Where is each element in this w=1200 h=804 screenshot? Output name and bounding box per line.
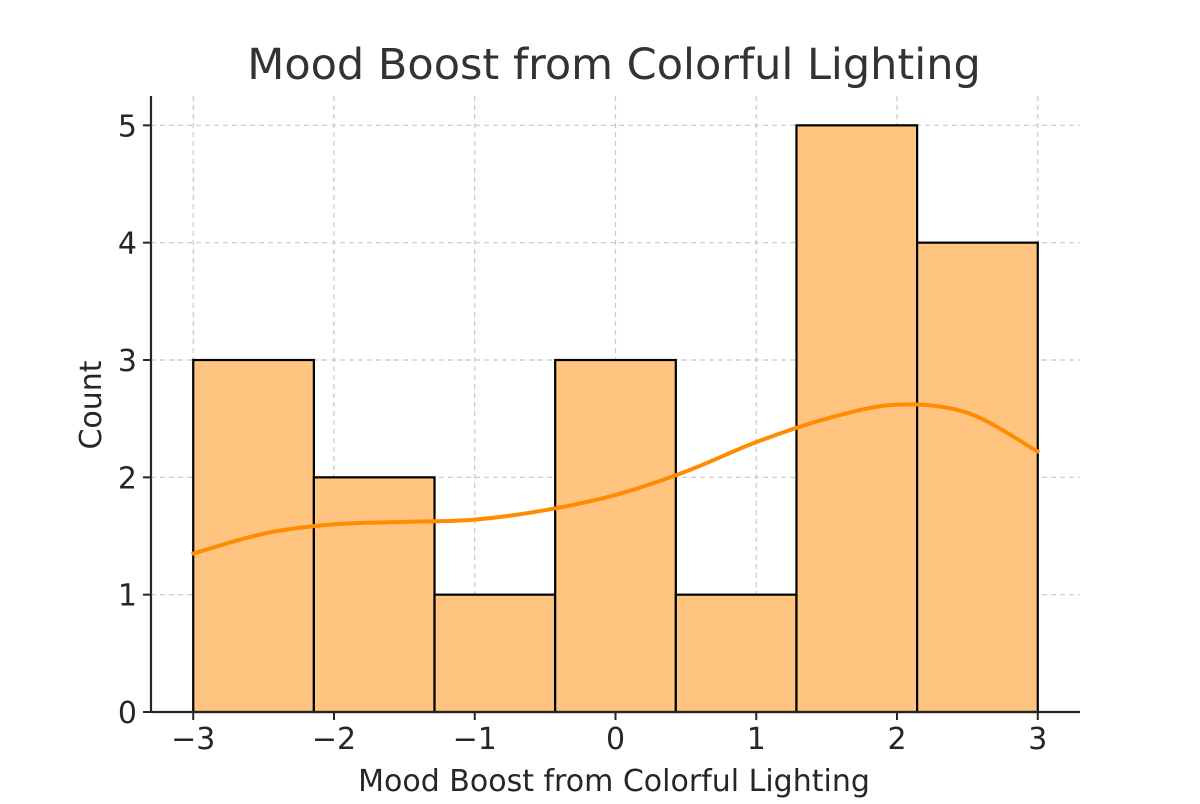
- x-tick-label: −2: [312, 722, 356, 757]
- y-tick-label: 5: [118, 109, 137, 144]
- histogram-bar: [795, 124, 919, 714]
- y-tick-label: 4: [118, 227, 137, 262]
- y-tick-label: 0: [118, 696, 137, 731]
- histogram-bar: [916, 241, 1039, 714]
- x-tick-label: 1: [747, 722, 766, 757]
- axis-layer: −3 −2 −1 0 1 2 3 0 1 2 3 4 5: [118, 96, 1080, 757]
- x-tick-label: −1: [453, 722, 497, 757]
- histogram-bar: [554, 358, 677, 714]
- histogram-bar: [433, 593, 557, 714]
- chart-title: Mood Boost from Colorful Lighting: [247, 40, 981, 90]
- kde-curve: [191, 402, 1040, 556]
- x-tick-label: 3: [1028, 722, 1047, 757]
- histogram-bar: [674, 593, 798, 714]
- y-tick-label: 1: [118, 579, 137, 614]
- x-tick-label: −3: [171, 722, 215, 757]
- x-tick-label: 0: [606, 722, 625, 757]
- y-tick-label: 2: [118, 461, 137, 496]
- kde-layer: [191, 402, 1040, 556]
- x-axis-label: Mood Boost from Colorful Lighting: [358, 764, 870, 799]
- x-tick-label: 2: [887, 722, 906, 757]
- histogram-bar: [312, 476, 436, 714]
- y-axis-label: Count: [74, 360, 109, 449]
- y-tick-label: 3: [118, 344, 137, 379]
